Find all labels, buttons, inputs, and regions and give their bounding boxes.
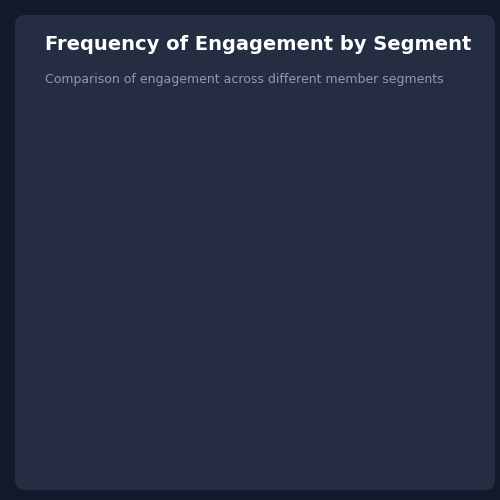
Bar [246,378,314,430]
Bar [108,234,176,286]
Bar [246,247,314,286]
Text: Frequency of Engagement by Segment: Frequency of Engagement by Segment [45,35,472,54]
Bar [108,352,176,430]
Bar [384,312,452,338]
Bar [108,286,176,352]
Legend: Young Families, Seniors, Singles, Other Segments: Young Families, Seniors, Singles, Other … [65,106,447,118]
Bar [384,391,452,430]
Bar [246,195,314,247]
Bar [246,286,314,378]
Text: Comparison of engagement across different member segments: Comparison of engagement across differen… [45,72,444,86]
Bar [384,274,452,312]
Bar [384,338,452,391]
Y-axis label: Number of Engagements: Number of Engagements [50,234,62,391]
Bar [108,208,176,234]
X-axis label: Frequency of Engagement: Frequency of Engagement [198,453,362,466]
